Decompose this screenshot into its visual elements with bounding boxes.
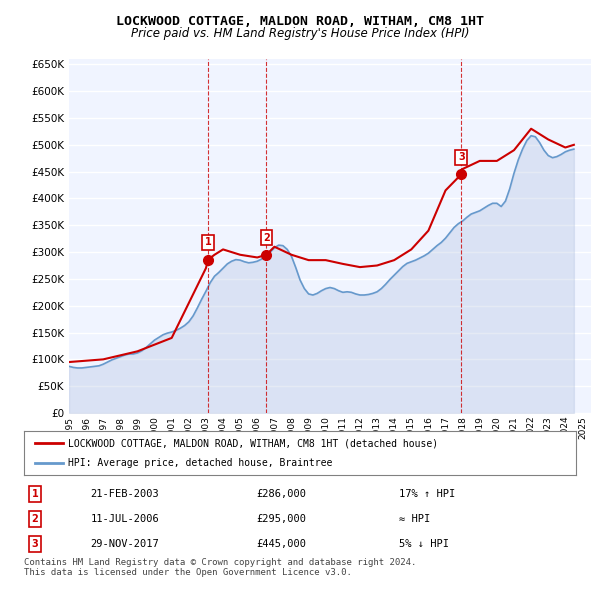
Text: £445,000: £445,000 xyxy=(256,539,306,549)
Text: HPI: Average price, detached house, Braintree: HPI: Average price, detached house, Brai… xyxy=(68,458,332,467)
Text: 1: 1 xyxy=(205,237,212,247)
Text: 2: 2 xyxy=(32,514,38,524)
Text: 29-NOV-2017: 29-NOV-2017 xyxy=(90,539,159,549)
Text: 3: 3 xyxy=(458,152,464,162)
Text: Price paid vs. HM Land Registry's House Price Index (HPI): Price paid vs. HM Land Registry's House … xyxy=(131,27,469,40)
Text: Contains HM Land Registry data © Crown copyright and database right 2024.: Contains HM Land Registry data © Crown c… xyxy=(24,558,416,566)
Text: £286,000: £286,000 xyxy=(256,489,306,499)
Text: 1: 1 xyxy=(32,489,38,499)
Text: 17% ↑ HPI: 17% ↑ HPI xyxy=(400,489,455,499)
Text: LOCKWOOD COTTAGE, MALDON ROAD, WITHAM, CM8 1HT: LOCKWOOD COTTAGE, MALDON ROAD, WITHAM, C… xyxy=(116,15,484,28)
Text: This data is licensed under the Open Government Licence v3.0.: This data is licensed under the Open Gov… xyxy=(24,568,352,576)
Text: ≈ HPI: ≈ HPI xyxy=(400,514,431,524)
Text: 21-FEB-2003: 21-FEB-2003 xyxy=(90,489,159,499)
Text: 11-JUL-2006: 11-JUL-2006 xyxy=(90,514,159,524)
Text: £295,000: £295,000 xyxy=(256,514,306,524)
Text: 2: 2 xyxy=(263,232,270,242)
Text: 5% ↓ HPI: 5% ↓ HPI xyxy=(400,539,449,549)
Text: LOCKWOOD COTTAGE, MALDON ROAD, WITHAM, CM8 1HT (detached house): LOCKWOOD COTTAGE, MALDON ROAD, WITHAM, C… xyxy=(68,438,438,448)
Text: 3: 3 xyxy=(32,539,38,549)
